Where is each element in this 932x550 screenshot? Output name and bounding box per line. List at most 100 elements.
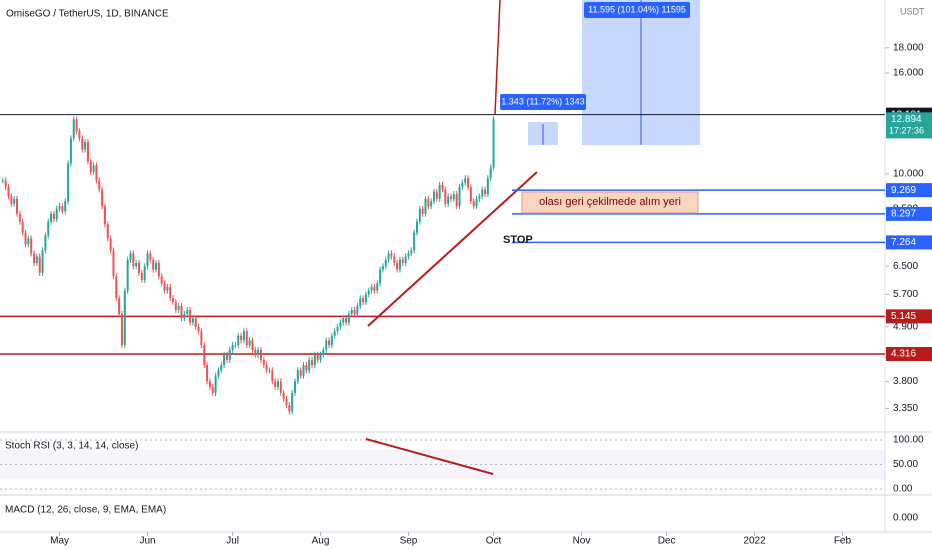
candle bbox=[381, 266, 384, 270]
candle bbox=[149, 253, 152, 260]
candle bbox=[370, 286, 373, 291]
trend-line bbox=[367, 171, 538, 327]
x-tick-label: Dec bbox=[658, 536, 676, 547]
level-label: 7.264 bbox=[891, 237, 916, 248]
candle bbox=[262, 359, 265, 366]
candle bbox=[81, 138, 84, 150]
candle bbox=[143, 266, 146, 280]
y-tick-label: 0.00 bbox=[893, 484, 913, 495]
candle bbox=[106, 224, 109, 239]
candle bbox=[390, 253, 393, 257]
candle bbox=[384, 259, 387, 267]
candle bbox=[152, 259, 155, 270]
candle bbox=[288, 405, 291, 412]
candle bbox=[467, 178, 470, 188]
candle bbox=[35, 256, 38, 263]
candle bbox=[308, 359, 311, 371]
y-tick-label: 3.350 bbox=[893, 403, 918, 414]
candle bbox=[197, 326, 200, 332]
candle bbox=[220, 365, 223, 371]
candle bbox=[140, 272, 143, 280]
candle bbox=[302, 365, 305, 376]
candle bbox=[155, 262, 158, 270]
candle bbox=[271, 370, 274, 382]
candle bbox=[364, 294, 367, 303]
candle bbox=[469, 187, 472, 202]
candle bbox=[418, 208, 421, 222]
x-tick-label: Oct bbox=[486, 536, 502, 547]
candle bbox=[129, 253, 132, 260]
candle bbox=[330, 335, 333, 346]
candle bbox=[44, 235, 47, 251]
candle bbox=[61, 206, 64, 212]
level-label-bg bbox=[886, 347, 932, 362]
candle bbox=[353, 309, 356, 315]
currency: USDT bbox=[900, 6, 925, 16]
candle bbox=[120, 314, 123, 346]
candle bbox=[126, 259, 129, 291]
candle bbox=[407, 253, 410, 257]
x-tick-label: Sep bbox=[400, 536, 418, 547]
y-tick-label: 50.00 bbox=[893, 459, 918, 470]
candle bbox=[214, 375, 217, 393]
candle bbox=[172, 298, 175, 303]
level-label-bg bbox=[886, 309, 932, 324]
y-tick-label: 3.800 bbox=[893, 376, 918, 387]
candle bbox=[223, 354, 226, 366]
candle bbox=[135, 262, 138, 267]
x-tick-label: May bbox=[50, 536, 69, 547]
candle bbox=[242, 331, 245, 341]
level-label: 4.316 bbox=[891, 349, 916, 360]
candle bbox=[316, 354, 319, 360]
countdown: 17:27:36 bbox=[889, 126, 924, 136]
candle bbox=[294, 381, 296, 393]
candle bbox=[146, 253, 149, 267]
level-label: 8.297 bbox=[891, 209, 916, 220]
candle bbox=[296, 370, 299, 382]
candle bbox=[342, 318, 345, 323]
candle bbox=[489, 167, 492, 179]
candle bbox=[387, 253, 390, 260]
candle bbox=[481, 189, 484, 197]
candle bbox=[7, 187, 10, 197]
measure-label-bg bbox=[584, 2, 690, 18]
chart-title: OmiseGO / TetherUS, 1D, BINANCE bbox=[6, 9, 169, 20]
x-tick-label: Jul bbox=[226, 536, 239, 547]
candle bbox=[362, 298, 365, 303]
candle bbox=[435, 191, 438, 199]
candle bbox=[38, 256, 41, 273]
candle bbox=[430, 201, 433, 207]
y-tick-label: 0.000 bbox=[893, 513, 918, 524]
candle bbox=[259, 349, 262, 360]
candle bbox=[452, 194, 455, 199]
candle bbox=[13, 198, 16, 204]
candle bbox=[441, 184, 444, 190]
candle bbox=[52, 213, 55, 220]
candle bbox=[450, 196, 453, 199]
candle bbox=[157, 262, 160, 277]
candle bbox=[347, 314, 350, 323]
candle bbox=[169, 286, 172, 299]
candle bbox=[444, 189, 447, 204]
candle bbox=[492, 119, 495, 168]
candle bbox=[203, 345, 206, 366]
candle bbox=[376, 283, 379, 291]
candle bbox=[276, 381, 279, 388]
candle bbox=[345, 318, 348, 323]
candle bbox=[174, 302, 177, 310]
candle bbox=[166, 286, 169, 291]
candle bbox=[461, 182, 464, 188]
candle bbox=[254, 349, 257, 355]
candle bbox=[64, 201, 67, 212]
candle bbox=[427, 198, 430, 207]
candle bbox=[112, 250, 115, 277]
candle bbox=[305, 365, 308, 371]
candle bbox=[67, 163, 70, 202]
candle bbox=[415, 221, 418, 233]
candle bbox=[339, 322, 342, 327]
candle bbox=[464, 178, 467, 183]
candle bbox=[336, 326, 339, 332]
level-label-bg bbox=[886, 235, 932, 250]
candle bbox=[69, 138, 72, 164]
